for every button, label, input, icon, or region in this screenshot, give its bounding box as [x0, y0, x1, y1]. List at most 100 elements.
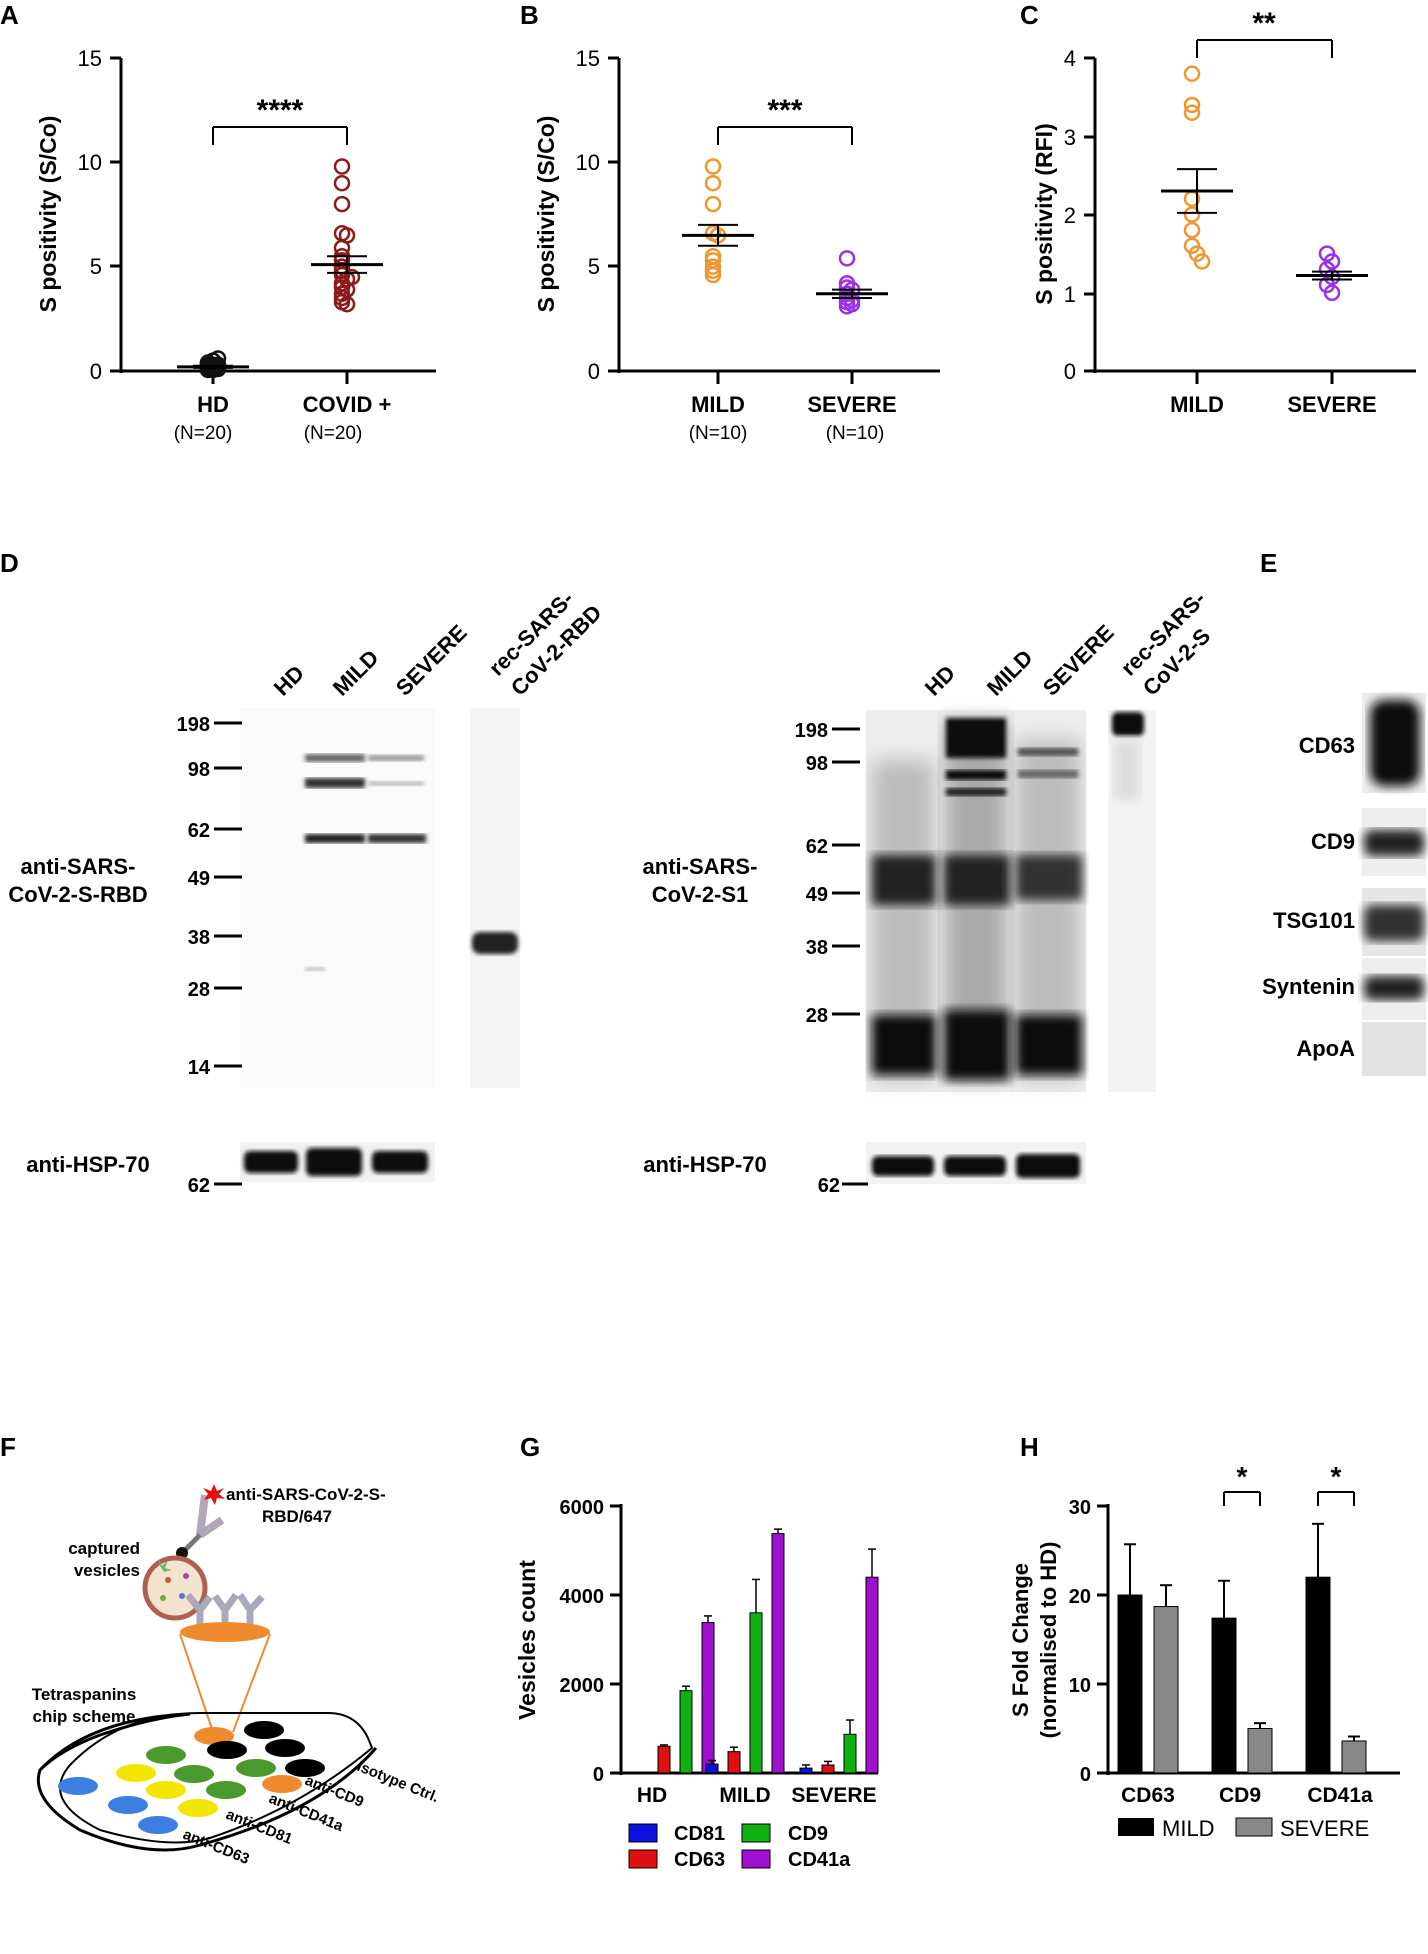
x-tick-label: SEVERE: [791, 1784, 876, 1807]
data-point: [1183, 104, 1201, 122]
antibody-label: CoV-2-S1: [652, 882, 749, 907]
mw-markers-right: [832, 727, 860, 1016]
legend-swatch-cd63: [628, 1849, 658, 1869]
y-tick-label: 5: [588, 254, 600, 279]
loading-control-label: anti-HSP-70: [643, 1152, 766, 1177]
mw-marker-label: 49: [806, 884, 828, 906]
legend-swatch-severe: [1235, 1817, 1273, 1837]
y-axis-label: (normalised to HD): [1036, 1542, 1061, 1739]
data-point: [333, 195, 351, 213]
bar: [1247, 1728, 1273, 1774]
data-point: [343, 268, 361, 286]
x-tick-label: MILD: [1170, 392, 1224, 417]
panel-f-schematic: anti-SARS-CoV-2-S- RBD/647 captured vesi…: [32, 1484, 442, 1868]
x-tick-label: SEVERE: [1287, 392, 1376, 417]
panel-c-scatter: 4 3 2 1 0 S positivity (RFI) ** MILD SEV…: [1031, 7, 1416, 417]
x-tick-label: CD63: [1121, 1784, 1175, 1807]
mw-marker-label: 28: [188, 979, 210, 1001]
mw-marker-label: 62: [806, 836, 828, 858]
y-tick-label: 2000: [560, 1675, 605, 1697]
mw-marker-label: 49: [188, 868, 210, 890]
blot-marker-label: CD9: [1311, 829, 1355, 854]
y-tick-label: 0: [90, 359, 102, 384]
mw-marker-label: 98: [188, 759, 210, 781]
bar: [821, 1764, 835, 1774]
bar: [771, 1533, 785, 1774]
y-axis-label: S positivity (S/Co): [35, 116, 61, 313]
x-tick-label: CD9: [1219, 1784, 1261, 1807]
panel-label-g: G: [520, 1432, 540, 1462]
loading-control-label: anti-HSP-70: [26, 1152, 149, 1177]
mw-marker-label: 28: [806, 1005, 828, 1027]
mw-markers-left: [214, 721, 242, 1068]
bar: [705, 1763, 719, 1774]
panel-d-left-blot: HD MILD SEVERE rec-SARS- CoV-2-RBD 198 9…: [8, 586, 606, 1197]
data-point: [704, 174, 722, 192]
data-point: [1183, 221, 1201, 239]
mw-marker-label: 62: [188, 1175, 210, 1197]
bar: [843, 1733, 857, 1774]
mw-marker-label: 198: [795, 720, 828, 742]
bar: [1117, 1594, 1143, 1774]
captured-label: captured: [68, 1539, 140, 1558]
mw-marker-label: 14: [188, 1057, 211, 1079]
lane-label: SEVERE: [1038, 620, 1119, 701]
significance-label: *: [1237, 1461, 1248, 1492]
data-point: [1183, 96, 1201, 114]
y-axis-label: S positivity (RFI): [1031, 123, 1057, 304]
bar: [1305, 1576, 1331, 1774]
antibody-label: CoV-2-S-RBD: [8, 882, 147, 907]
bar: [749, 1612, 763, 1774]
y-tick-label: 4000: [560, 1586, 605, 1608]
mw-marker-label: 198: [177, 714, 210, 736]
data-point: [1183, 206, 1201, 223]
probe-label: RBD/647: [262, 1507, 332, 1526]
chip-row-label: Isotype Ctrl.: [355, 1758, 442, 1806]
y-tick-label: 10: [576, 150, 600, 175]
chip-title: chip scheme: [33, 1707, 136, 1726]
bar: [701, 1622, 715, 1774]
y-tick-label: 3: [1064, 125, 1076, 150]
x-tick-label: SEVERE: [807, 392, 896, 417]
data-point: [704, 195, 722, 213]
blot-marker-label: TSG101: [1273, 908, 1355, 933]
mw-marker-label: 98: [806, 753, 828, 775]
panel-label-e: E: [1260, 548, 1277, 578]
data-point: [838, 250, 856, 267]
y-axis-label: S Fold Change: [1008, 1563, 1033, 1717]
x-tick-sublabel: (N=20): [174, 423, 233, 444]
data-point: [338, 295, 356, 313]
blot-marker-label: CD63: [1299, 733, 1355, 758]
panel-a-scatter: 15 10 5 0 S positivity (S/Co) **** HD (N…: [35, 46, 436, 444]
y-tick-label: 0: [588, 359, 600, 384]
panel-label-a: A: [0, 0, 19, 30]
y-tick-label: 10: [1069, 1675, 1091, 1697]
significance-label: *: [1331, 1461, 1342, 1492]
x-tick-label: MILD: [691, 392, 745, 417]
antibody-probe-icon: [176, 1484, 225, 1559]
bar: [865, 1576, 879, 1774]
panel-h-bar-chart: 30 20 10 0 S Fold Change (normalised to …: [1008, 1461, 1400, 1841]
significance-label: ***: [767, 94, 802, 127]
x-tick-label: HD: [197, 392, 229, 417]
y-axis-label: S positivity (S/Co): [533, 116, 559, 313]
panel-label-h: H: [1020, 1432, 1039, 1462]
bar: [657, 1745, 671, 1774]
x-tick-sublabel: (N=10): [826, 423, 885, 444]
y-tick-label: 2: [1064, 203, 1076, 228]
x-tick-sublabel: (N=20): [304, 423, 363, 444]
y-tick-label: 5: [90, 254, 102, 279]
legend-label: CD63: [674, 1849, 725, 1871]
x-tick-sublabel: (N=10): [689, 423, 748, 444]
y-tick-label: 20: [1069, 1586, 1091, 1608]
legend-swatch-cd41a: [741, 1849, 771, 1869]
lane-label: MILD: [328, 645, 384, 701]
legend-g: CD81 CD63 CD9 CD41a: [628, 1823, 851, 1871]
mw-marker-label: 38: [188, 927, 210, 949]
data-point: [209, 360, 227, 378]
data-point: [333, 266, 351, 284]
legend-label: MILD: [1162, 1816, 1215, 1841]
y-tick-label: 0: [593, 1764, 604, 1786]
chip-title: Tetraspanins: [32, 1685, 137, 1704]
